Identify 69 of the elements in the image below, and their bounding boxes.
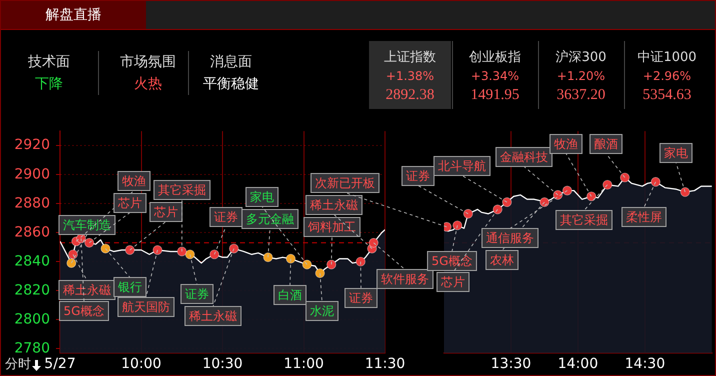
y-tick-label: 2840 [14, 253, 50, 270]
text: +1.20% [556, 68, 606, 85]
annotation: 银行 [117, 280, 142, 294]
annotation: 证券 [349, 291, 373, 306]
annotation: 家电 [250, 190, 274, 204]
annotation: 稀土永磁 [189, 309, 237, 324]
annotation: 多元金融 [246, 212, 294, 226]
y-tick-label: 2820 [14, 282, 50, 298]
text: 下降 [34, 75, 64, 94]
annotation: 其它采掘 [560, 213, 608, 228]
y-tick-label: 2880 [14, 195, 50, 212]
x-tick-label: 5/27 [44, 356, 76, 372]
x-tick-label: 14:30 [624, 356, 666, 372]
text: +1.38% [384, 68, 436, 85]
text: 中证1000 [636, 49, 698, 67]
text: 2892.38 [384, 86, 436, 105]
annotation: 饲料加工 [307, 220, 356, 234]
y-tick-label: 2800 [14, 311, 50, 328]
text: 消息面 [209, 53, 253, 72]
annotation: 芯片 [117, 196, 142, 210]
annotation: 软件服务 [381, 272, 429, 286]
x-tick-label: 10:30 [202, 356, 243, 372]
annotation: 白酒 [278, 288, 302, 302]
text: 平衡稳健 [202, 75, 260, 94]
annotation: 牧渔 [122, 174, 146, 188]
chart-title: 解盘直播 [1, 1, 146, 29]
annotation: 北斗导航 [438, 159, 486, 174]
text: 3637.20 [556, 86, 606, 105]
x-tick-label: 14:00 [558, 356, 598, 372]
annotation: 柔性屏 [626, 210, 662, 224]
annotation: 农林 [490, 253, 514, 268]
annotation: 稀土永磁 [63, 283, 111, 298]
annotation: 汽车制造 [63, 218, 111, 232]
annotation: 次新已开板 [315, 176, 375, 190]
text: 创业板指 [468, 49, 522, 67]
text: 5354.63 [642, 86, 692, 105]
annotation: 证券 [406, 169, 430, 184]
annotation: 芯片 [153, 205, 178, 220]
text: 沪深300 [554, 49, 608, 67]
text: 分时 [5, 356, 31, 374]
text: 上证指数 [383, 49, 437, 67]
x-tick-label: 11:00 [284, 356, 324, 372]
annotation: 酿酒 [594, 137, 618, 152]
text: 技术面 [27, 53, 71, 72]
annotation: 金融科技 [500, 150, 548, 164]
text: 市场氛围 [119, 53, 177, 72]
annotation: 5G概念 [64, 304, 104, 318]
annotation: 航天国防 [122, 300, 170, 314]
x-tick-label: 10:00 [121, 356, 162, 372]
annotation: 证券 [185, 287, 209, 302]
annotation: 通信服务 [486, 231, 534, 246]
annotation: 牧渔 [554, 137, 578, 152]
x-tick-label: 11:30 [364, 356, 406, 372]
y-tick-label: 2900 [14, 166, 50, 182]
annotation: 稀土永磁 [310, 198, 358, 212]
annotation: 证券 [214, 210, 238, 224]
text: +3.34% [470, 68, 520, 85]
y-tick-label: 2860 [14, 224, 50, 240]
annotation: 家电 [664, 146, 688, 160]
y-tick-label: 2920 [14, 137, 50, 154]
annotation: 芯片 [440, 275, 465, 290]
annotation: 5G概念 [432, 254, 472, 268]
text: 1491.95 [470, 86, 520, 105]
annotation: 水泥 [310, 304, 334, 318]
text: 火热 [133, 75, 163, 94]
annotation: 其它采掘 [158, 183, 206, 198]
x-tick-label: 13:30 [490, 356, 532, 372]
y-tick-label: 2780 [14, 340, 50, 356]
text: +2.96% [642, 68, 692, 85]
